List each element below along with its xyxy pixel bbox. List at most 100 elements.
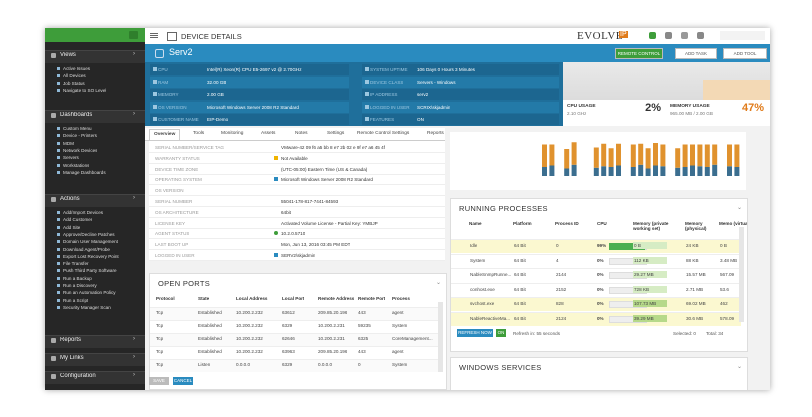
table-row[interactable] [451, 268, 741, 282]
column-header[interactable]: Process [392, 296, 410, 301]
menu-item[interactable]: Custom Menu [63, 126, 92, 131]
tab[interactable]: Assets [261, 131, 276, 136]
section-header[interactable] [45, 194, 145, 207]
header-icon[interactable] [649, 32, 656, 39]
column-header[interactable]: Memory (physical) [685, 221, 707, 231]
info-value: ON [417, 117, 424, 122]
table-cell: 2152 [556, 286, 567, 292]
column-header[interactable]: Local Address [236, 296, 268, 301]
menu-item[interactable]: Workstations [63, 162, 90, 168]
device-button[interactable]: REMOTE CONTROL [615, 48, 663, 59]
panel-collapse[interactable]: ⌄ [737, 205, 743, 211]
column-header[interactable]: Local Port [282, 296, 305, 301]
menu-item[interactable]: Servers [63, 155, 79, 161]
toggle[interactable]: ON [496, 329, 506, 337]
form-button[interactable]: SAVE [149, 377, 169, 385]
section-title[interactable]: Actions [60, 196, 80, 202]
menu-item[interactable]: Approve/Decline Patches [63, 231, 115, 237]
menu-item[interactable]: Add Site [63, 224, 81, 230]
table-row[interactable] [451, 297, 741, 311]
menu-icon [57, 225, 60, 229]
table-row[interactable] [451, 282, 741, 297]
menu-item[interactable]: Device - Printers [63, 133, 97, 139]
menu-icon [57, 141, 60, 145]
table-row[interactable] [451, 239, 741, 253]
section-title[interactable]: Reports [60, 337, 82, 343]
section-title[interactable]: Configuration [60, 373, 96, 379]
device-name: Serv2 [169, 47, 193, 57]
section-title[interactable]: My Links [60, 355, 84, 361]
menu-item[interactable]: Add Customer [63, 217, 93, 223]
column-header[interactable]: Remote Port [358, 296, 386, 301]
menu-item[interactable]: Navigate to SO Level [63, 87, 107, 93]
menu-item[interactable]: Domain User Management [63, 239, 118, 245]
user-info[interactable] [720, 31, 765, 40]
tab-active[interactable]: Overview [149, 129, 181, 140]
tab[interactable]: Notes [295, 131, 308, 136]
menu-item[interactable]: MDM [63, 140, 74, 146]
section-header[interactable] [45, 353, 145, 366]
panel-collapse[interactable]: ⌄ [737, 364, 743, 370]
table-row[interactable] [451, 311, 741, 326]
menu-item[interactable]: Network Devices [63, 147, 98, 153]
section-icon [51, 356, 56, 361]
bar [682, 167, 688, 176]
info-label: MEMORY [158, 92, 179, 97]
panel-collapse[interactable]: ⌄ [436, 280, 442, 286]
section-icon [51, 53, 56, 58]
form-button[interactable]: CANCEL [173, 377, 193, 385]
column-header[interactable]: Memo (virtua [719, 221, 748, 226]
tab[interactable]: Settings [327, 131, 345, 136]
tab[interactable]: Remote Control Settings [357, 131, 410, 136]
device-bar: Serv2 REMOTE CONTROL ADD TASK ADD TOOL [145, 44, 770, 62]
column-header[interactable]: Process ID [555, 221, 579, 226]
column-header[interactable]: Protocol [156, 296, 175, 301]
table-row[interactable] [451, 253, 741, 268]
menu-item[interactable]: Push Third Party Software [63, 268, 117, 274]
refresh-button[interactable]: REFRESH NOW [457, 329, 493, 337]
menu-item[interactable]: Run an Automation Policy [63, 290, 116, 296]
section-title[interactable]: Views [60, 52, 76, 58]
table-cell: 69.02 MB [686, 301, 706, 306]
tab[interactable]: Tools [193, 131, 205, 136]
header-icon[interactable] [665, 32, 672, 39]
header-icon[interactable] [697, 32, 704, 39]
menu-item[interactable]: Export Lost Recovery Point [63, 253, 119, 259]
bar [616, 143, 621, 166]
menu-button[interactable] [150, 33, 158, 34]
menu-item[interactable]: Run a Script [63, 297, 89, 303]
device-button[interactable]: ADD TOOL [723, 48, 767, 59]
column-header[interactable]: CPU [597, 221, 607, 226]
menu-item[interactable]: All Devices [63, 73, 86, 79]
menu-item[interactable]: File Transfer [63, 261, 89, 267]
header-icon[interactable] [681, 32, 688, 39]
tab[interactable]: Reports [427, 131, 444, 136]
table-cell: agent [392, 310, 404, 315]
info-label: DEVICE CLASS [370, 79, 404, 85]
menu-item[interactable]: Manage Dashboards [63, 169, 106, 175]
menu-item[interactable]: Active Issues [63, 66, 91, 71]
section-title[interactable]: Dashboards [60, 112, 93, 118]
column-header[interactable]: State [198, 296, 210, 301]
section-header[interactable] [45, 335, 145, 348]
column-header[interactable]: Memory (private working set) [633, 221, 669, 231]
device-button[interactable]: ADD TASK [675, 48, 717, 59]
column-header[interactable]: Platform [513, 221, 532, 226]
section-header[interactable] [45, 110, 145, 123]
memory-area [703, 80, 770, 100]
tab[interactable]: Monitoring [221, 131, 244, 136]
menu-item[interactable]: Run a Backup [63, 275, 92, 281]
menu-item[interactable]: Add/Import Devices [63, 210, 104, 215]
section-header[interactable] [45, 50, 145, 63]
table-cell: 0 B [720, 243, 727, 248]
section-header[interactable] [45, 371, 145, 384]
menu-item[interactable]: Run a Discovery [63, 283, 97, 288]
menu-item[interactable]: Download Agent/Probe [63, 246, 110, 252]
brand-dropdown[interactable] [129, 31, 138, 39]
column-header[interactable]: Remote Address [318, 296, 355, 301]
bar [712, 164, 718, 176]
menu-item[interactable]: Security Manager Scan [63, 304, 111, 310]
column-header[interactable]: Name [469, 221, 482, 226]
menu-icon [57, 127, 60, 130]
menu-item[interactable]: Job Status [63, 80, 85, 86]
